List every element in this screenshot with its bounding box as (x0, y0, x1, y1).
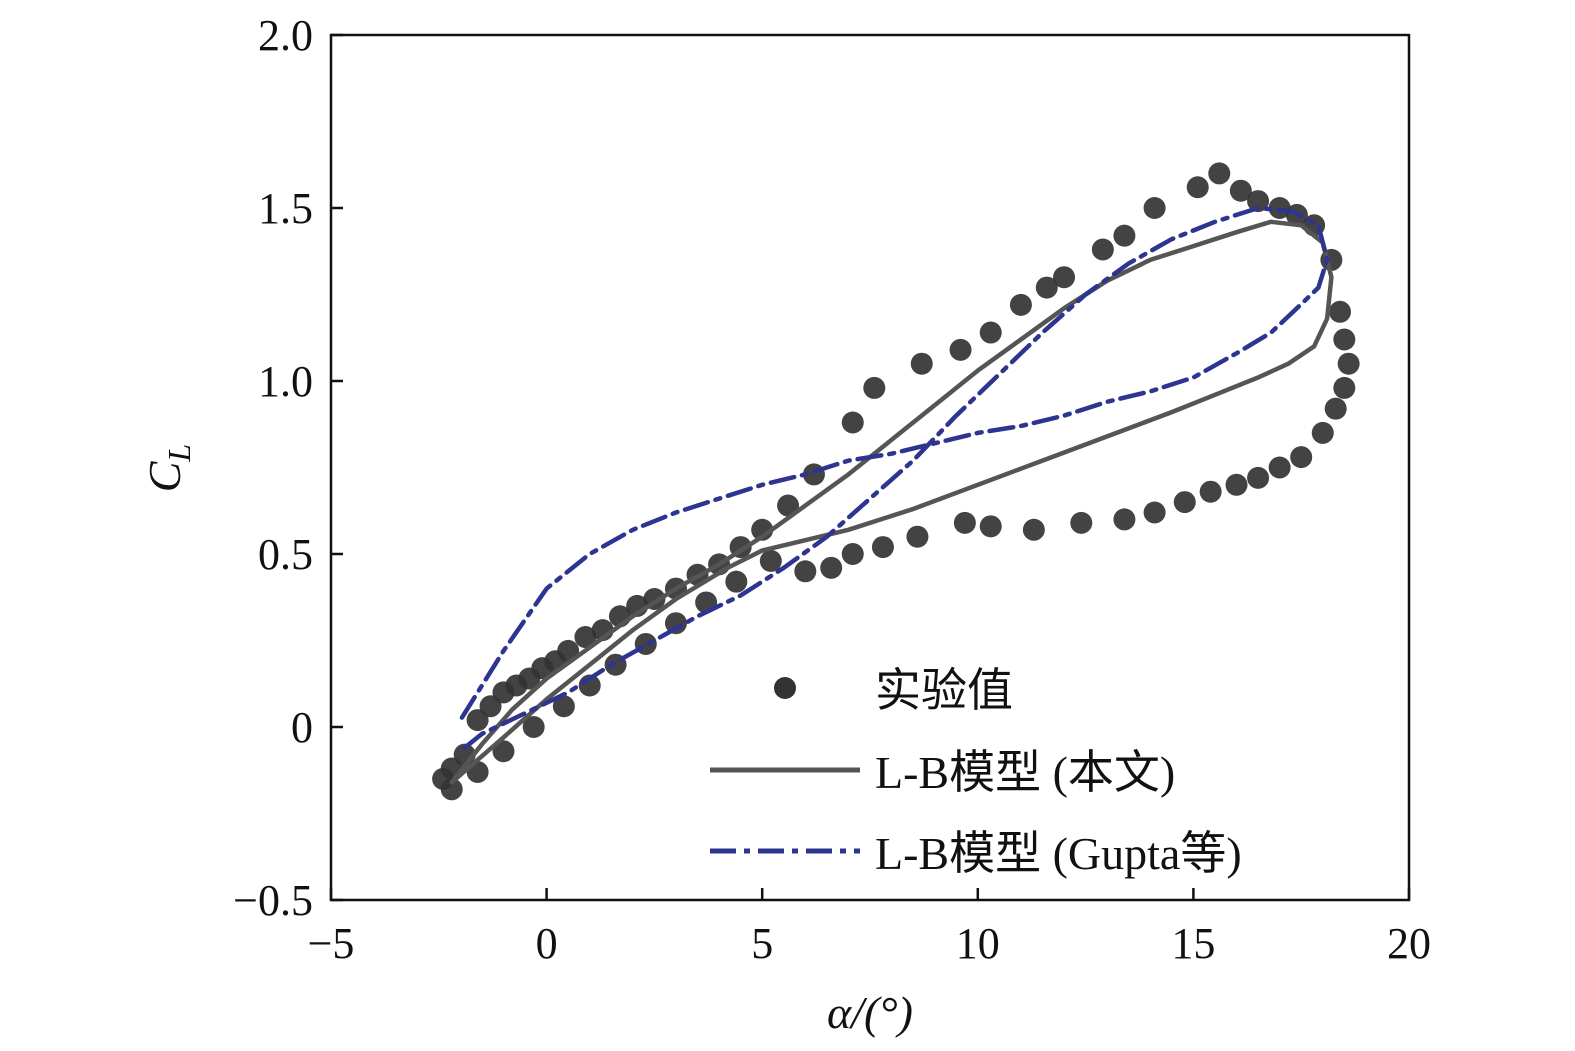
experiment-point (1053, 266, 1076, 289)
experiment-point (953, 511, 976, 534)
y-tick-label: 0.5 (258, 530, 313, 579)
experiment-point (574, 626, 597, 649)
experiment-point (841, 411, 864, 434)
experiment-point (1113, 224, 1136, 247)
y-tick-label: 2.0 (258, 11, 313, 60)
experiment-point (1022, 518, 1045, 541)
y-axis-ticks: −0.5 0 0.5 1.0 1.5 2.0 (233, 11, 343, 925)
experiment-point (759, 549, 782, 572)
plot-frame (329, 33, 1411, 902)
plot-area (432, 162, 1360, 801)
experiment-point (1268, 456, 1291, 479)
experiment-point (1070, 511, 1093, 534)
experiment-point (479, 695, 502, 718)
x-tick-label: 0 (536, 919, 558, 968)
experiment-point (1143, 501, 1166, 524)
gupta-model-line (458, 205, 1330, 751)
experiment-point (863, 376, 886, 399)
x-tick-label: 20 (1387, 919, 1431, 968)
experiment-point (979, 515, 1002, 538)
experiment-point (1225, 473, 1248, 496)
experiment-point (492, 740, 515, 763)
experiment-point (949, 338, 972, 361)
experiment-point (910, 352, 933, 375)
x-tick-label: 10 (956, 919, 1000, 968)
experiment-point (1199, 480, 1222, 503)
x-tick-label: −5 (308, 919, 355, 968)
x-tick-label: 5 (751, 919, 773, 968)
y-axis-label-sub: L (161, 444, 197, 463)
experiment-point (1143, 197, 1166, 219)
experiment-point (1035, 276, 1058, 299)
experiment-point (1247, 466, 1270, 489)
experiment-point (1329, 300, 1352, 323)
x-tick-label: 15 (1171, 919, 1215, 968)
experiment-point (820, 556, 843, 579)
experiment-point (1311, 421, 1334, 444)
legend-label-gupta-model: L-B模型 (Gupta等) (875, 828, 1242, 879)
experiment-point (440, 778, 463, 801)
experiment-point (841, 543, 864, 565)
y-axis-label-main: C (139, 460, 190, 492)
experiment-point (664, 612, 687, 635)
experiment-point (1186, 176, 1209, 199)
x-axis-ticks: −5 0 5 10 15 20 (308, 888, 1431, 968)
experiment-point (794, 560, 817, 583)
legend-label-experiment: 实验值 (875, 665, 1013, 716)
experiment-point (777, 494, 800, 517)
experiment-point (522, 716, 545, 738)
experiment-point (466, 709, 489, 732)
experiment-point (1290, 446, 1313, 469)
experiment-point (906, 525, 929, 548)
experiment-point (1324, 397, 1347, 420)
experiment-point (1333, 328, 1356, 351)
experiment-point (1337, 352, 1360, 375)
legend-marker-experiment (774, 677, 796, 699)
legend-label-lb-model: L-B模型 (本文) (875, 747, 1175, 798)
experiment-point (1229, 179, 1252, 202)
experiment-point (871, 536, 894, 559)
y-tick-label: −0.5 (233, 876, 313, 925)
lb-model-line (449, 219, 1334, 785)
experiment-point (552, 695, 575, 718)
experiment-point (725, 570, 748, 593)
experiment-point (1091, 238, 1114, 261)
x-axis-label: α/(°) (827, 987, 913, 1038)
experiment-point (1247, 190, 1270, 213)
y-tick-label: 0 (291, 703, 313, 752)
experiment-point (1009, 293, 1032, 316)
y-tick-label: 1.5 (258, 184, 313, 233)
y-tick-label: 1.0 (258, 357, 313, 406)
experiment-point (1173, 491, 1196, 514)
experiment-point (1113, 508, 1136, 531)
experiment-point (1208, 162, 1231, 185)
experiment-point (1333, 376, 1356, 399)
y-axis-label: CL (139, 444, 197, 492)
legend: 实验值 L-B模型 (本文) L-B模型 (Gupta等) (710, 665, 1242, 879)
experiment-point (979, 321, 1002, 344)
